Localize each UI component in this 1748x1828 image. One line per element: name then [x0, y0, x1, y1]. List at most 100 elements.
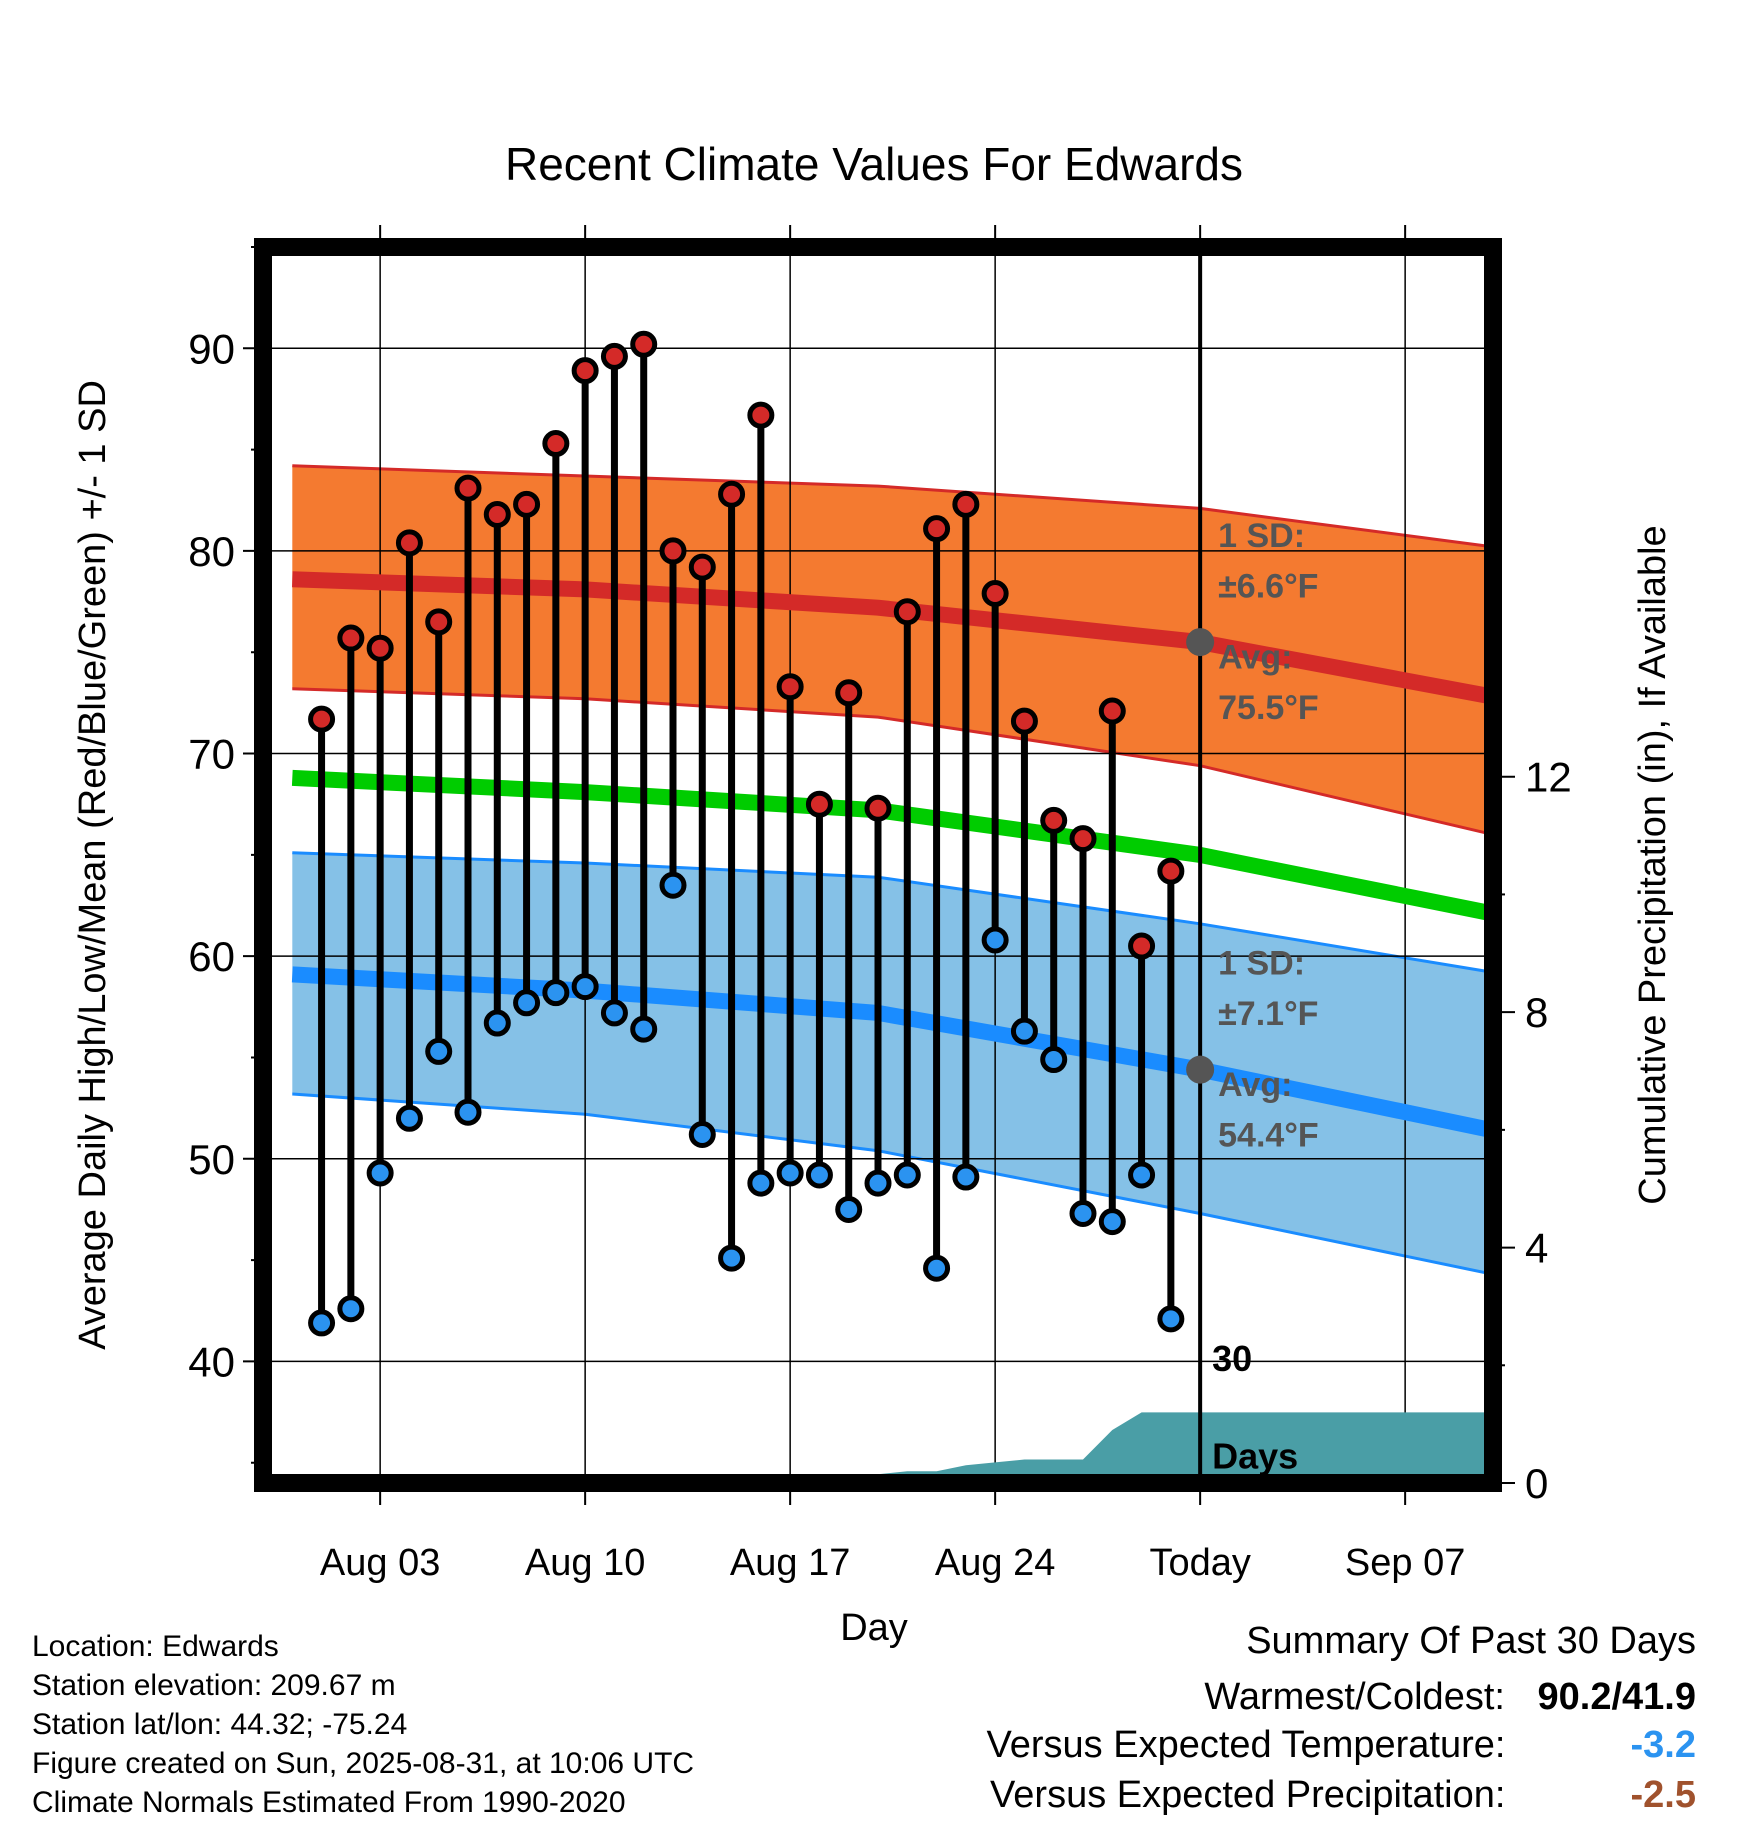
obs-high-2025-08-20	[864, 794, 892, 822]
obs-high-2025-08-01	[308, 705, 336, 733]
obs-high-2025-08-10	[571, 357, 599, 385]
obs-low-2025-08-26	[1040, 1046, 1068, 1074]
obs-low-2025-08-19	[835, 1195, 863, 1223]
y-tick-label-50: 50	[188, 1136, 235, 1183]
obs-high-2025-08-22	[923, 515, 951, 543]
x-tick-label-2025-08-03: Aug 03	[320, 1542, 440, 1584]
y-axis-label: Average Daily High/Low/Mean (Red/Blue/Gr…	[72, 380, 114, 1350]
avg-high-line	[292, 571, 1495, 705]
today-days-label-text: Days	[1212, 1435, 1298, 1476]
x-tick-label-2025-08-24: Aug 24	[935, 1542, 1055, 1584]
y2-tick-label-0: 0	[1525, 1460, 1548, 1507]
obs-low-2025-08-29	[1128, 1161, 1156, 1189]
obs-low-2025-08-21	[893, 1161, 921, 1189]
summary-title: Summary Of Past 30 Days	[1246, 1620, 1696, 1662]
axis-ticks: 40 50 60 70 80 90 0 4 8 12 Aug 03 Aug 10 Aug 17 Aug 2…	[188, 225, 1572, 1584]
today-days-label-number: 30	[1212, 1338, 1252, 1379]
obs-low-2025-08-05	[425, 1037, 453, 1065]
obs-low-2025-08-18	[805, 1161, 833, 1189]
obs-high-2025-08-05	[425, 608, 453, 636]
summary-temp-label: Versus Expected Temperature:	[986, 1724, 1506, 1766]
obs-high-2025-08-03	[366, 634, 394, 662]
obs-high-2025-08-09	[542, 430, 570, 458]
low-sd-band	[292, 852, 1493, 1275]
obs-low-2025-08-02	[337, 1295, 365, 1323]
summary-warm-cold-value: 90.2/41.9	[1537, 1676, 1696, 1718]
obs-low-2025-08-28	[1098, 1208, 1126, 1236]
high-sd-lower-edge	[292, 687, 1494, 837]
y2-tick-label-8: 8	[1525, 989, 1548, 1036]
info-normals: Climate Normals Estimated From 1990-2020	[32, 1786, 626, 1819]
obs-high-2025-08-04	[395, 529, 423, 557]
obs-low-2025-08-24	[981, 926, 1009, 954]
summary-precip-label: Versus Expected Precipitation:	[990, 1774, 1506, 1816]
y2-axis-label: Cumulative Precipitation (in), If Availa…	[1632, 525, 1674, 1204]
today-avg-low-marker	[1186, 1055, 1215, 1084]
obs-low-2025-08-13	[659, 871, 687, 899]
high-avg-annotation-1: Avg:	[1218, 638, 1292, 676]
obs-high-2025-08-08	[513, 490, 541, 518]
info-location: Location: Edwards	[32, 1630, 279, 1663]
obs-high-2025-08-28	[1098, 697, 1126, 725]
obs-high-2025-08-29	[1128, 932, 1156, 960]
obs-low-2025-08-10	[571, 973, 599, 1001]
summary-temp-value: -3.2	[1630, 1724, 1696, 1766]
today-line: 30 Days	[1198, 247, 1298, 1483]
high-sd-upper-edge	[292, 464, 1494, 549]
y-tick-label-80: 80	[188, 528, 235, 575]
obs-high-2025-08-19	[835, 679, 863, 707]
low-sd-annotation-2: ±7.1°F	[1218, 995, 1318, 1033]
low-avg-annotation-2: 54.4°F	[1218, 1117, 1319, 1155]
high-sd-annotation-1: 1 SD:	[1218, 517, 1305, 555]
obs-high-2025-08-17	[776, 673, 804, 701]
obs-high-2025-08-18	[805, 790, 833, 818]
high-sd-annotation-2: ±6.6°F	[1218, 568, 1318, 606]
obs-high-2025-08-02	[337, 624, 365, 652]
summary-warm-cold-label: Warmest/Coldest:	[1204, 1676, 1505, 1718]
obs-high-2025-08-23	[952, 490, 980, 518]
obs-low-2025-08-16	[747, 1169, 775, 1197]
obs-high-2025-08-12	[630, 330, 658, 358]
y2-tick-label-12: 12	[1525, 754, 1572, 801]
obs-low-2025-08-30	[1157, 1305, 1185, 1333]
y-tick-label-90: 90	[188, 325, 235, 372]
obs-high-2025-08-26	[1040, 806, 1068, 834]
obs-high-2025-08-21	[893, 598, 921, 626]
obs-low-2025-08-08	[513, 989, 541, 1017]
obs-low-2025-08-22	[923, 1254, 951, 1282]
obs-high-2025-08-13	[659, 537, 687, 565]
summary-temp: Versus Expected Temperature: -3.2	[987, 1724, 1696, 1767]
y-tick-label-60: 60	[188, 933, 235, 980]
obs-high-2025-08-11	[600, 342, 628, 370]
obs-low-2025-08-03	[366, 1159, 394, 1187]
obs-low-2025-08-25	[1010, 1017, 1038, 1045]
summary-precip-value: -2.5	[1630, 1774, 1696, 1816]
obs-low-2025-08-14	[688, 1120, 716, 1148]
summary-precip: Versus Expected Precipitation: -2.5	[990, 1774, 1696, 1817]
obs-high-2025-08-27	[1069, 825, 1097, 853]
y-tick-label-70: 70	[188, 731, 235, 778]
info-elevation: Station elevation: 209.67 m	[32, 1669, 396, 1702]
obs-high-2025-08-07	[483, 500, 511, 528]
obs-low-2025-08-04	[395, 1104, 423, 1132]
info-created: Figure created on Sun, 2025-08-31, at 10…	[32, 1747, 695, 1780]
obs-low-2025-08-27	[1069, 1200, 1097, 1228]
low-sd-annotation-1: 1 SD:	[1218, 944, 1305, 982]
obs-low-2025-08-12	[630, 1015, 658, 1043]
high-sd-band	[292, 465, 1493, 835]
obs-low-2025-08-15	[718, 1244, 746, 1272]
high-avg-annotation-2: 75.5°F	[1218, 689, 1319, 727]
obs-low-2025-08-07	[483, 1009, 511, 1037]
x-tick-label-2025-08-31: Today	[1149, 1542, 1250, 1584]
y2-tick-label-4: 4	[1525, 1225, 1548, 1272]
obs-high-2025-08-06	[454, 474, 482, 502]
low-avg-annotation-1: Avg:	[1218, 1066, 1292, 1104]
observations	[308, 330, 1185, 1337]
y-tick-label-40: 40	[188, 1338, 235, 1385]
obs-high-2025-08-25	[1010, 707, 1038, 735]
annotations: 1 SD: ±6.6°F Avg: 75.5°F 1 SD: ±7.1°F Avg: 54.4…	[1186, 517, 1319, 1155]
obs-high-2025-08-16	[747, 401, 775, 429]
obs-low-2025-08-01	[308, 1309, 336, 1337]
obs-high-2025-08-14	[688, 553, 716, 581]
x-axis-label: Day	[840, 1607, 908, 1649]
